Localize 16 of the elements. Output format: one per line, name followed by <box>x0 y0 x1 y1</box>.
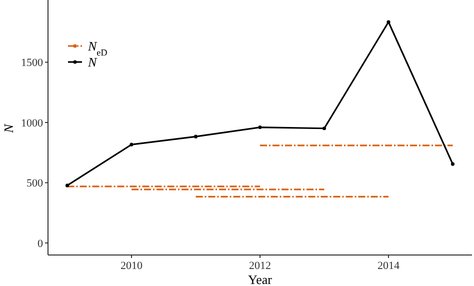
y-tick-label: 1500 <box>21 57 44 70</box>
y-tick-label: 500 <box>26 178 44 190</box>
point <box>258 125 262 130</box>
x-tick-label: 2012 <box>249 260 271 272</box>
point <box>450 162 455 166</box>
point <box>194 134 198 138</box>
x-tick-label: 2010 <box>120 260 144 272</box>
point <box>130 142 134 146</box>
point <box>386 20 390 24</box>
y-tick-label: 1000 <box>21 117 44 130</box>
x-tick-label: 2014 <box>377 260 400 272</box>
point <box>65 184 70 188</box>
x-axis-title: Year <box>248 272 273 286</box>
y-tick-label: 0 <box>38 238 44 250</box>
y-axis-title: N <box>1 122 16 134</box>
point <box>322 126 326 130</box>
